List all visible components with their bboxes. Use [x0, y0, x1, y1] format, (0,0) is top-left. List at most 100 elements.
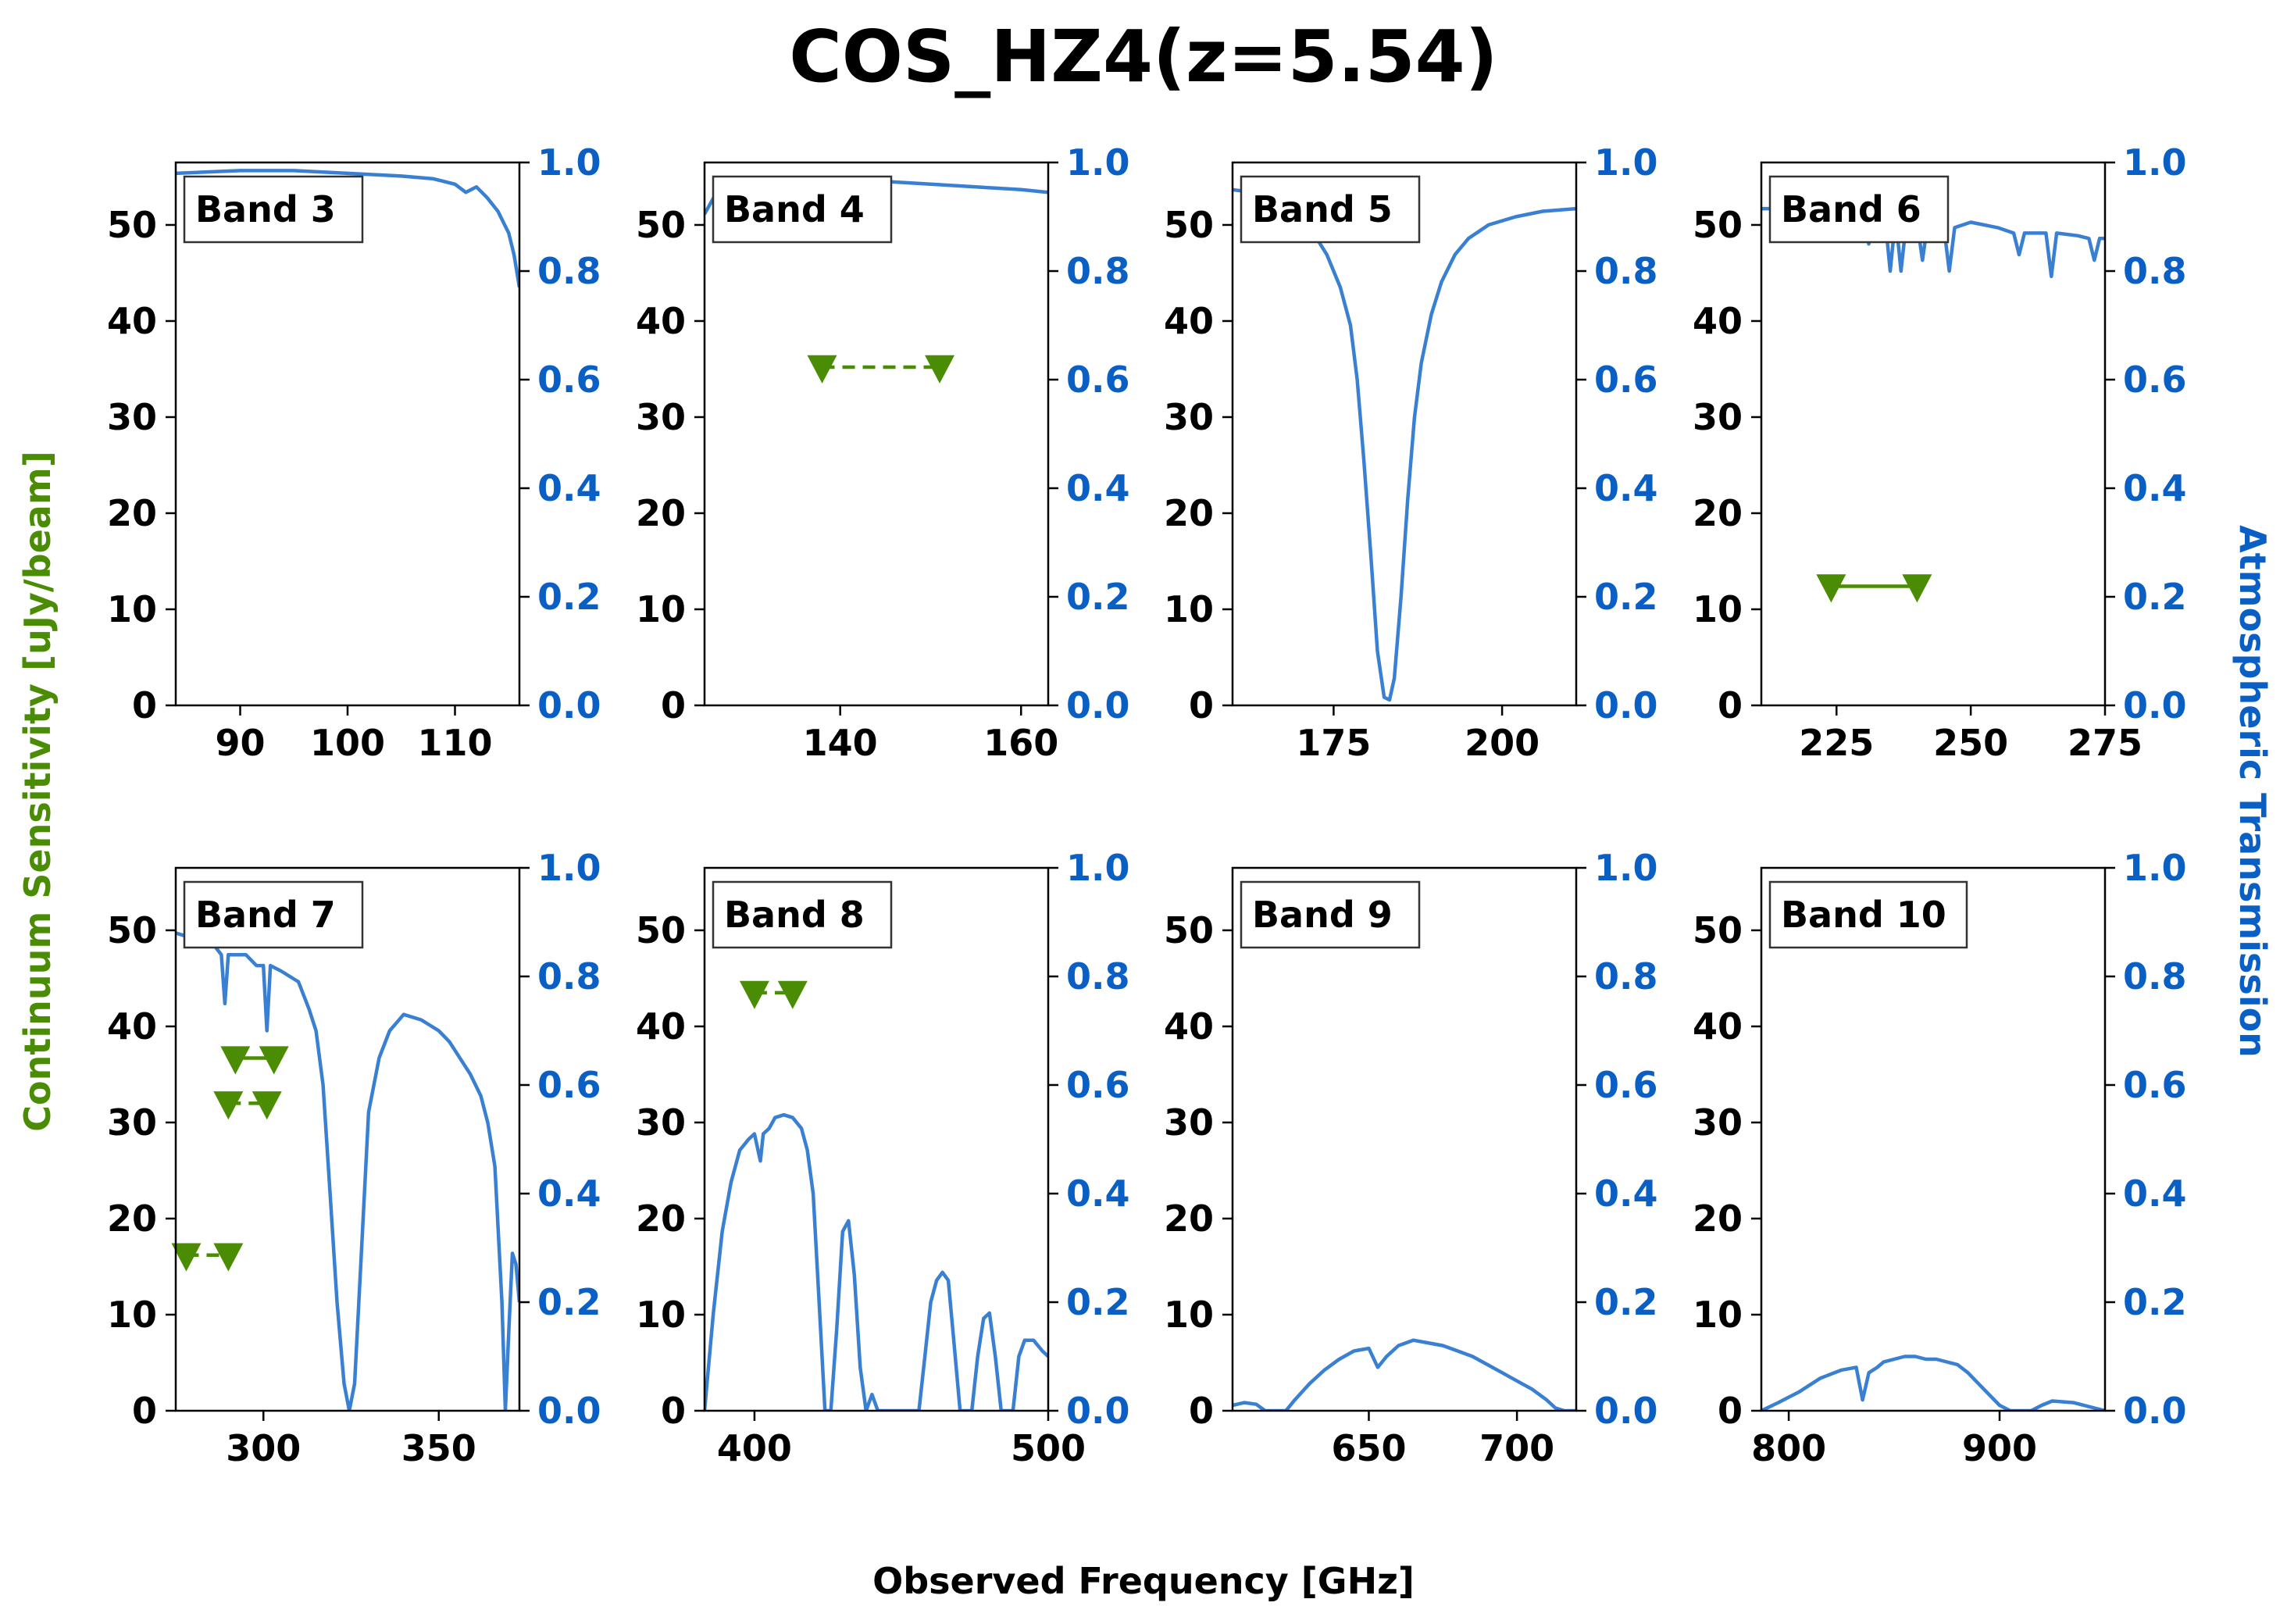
y2-tick-label: 0.2 — [1066, 576, 1130, 618]
y-tick-label: 20 — [1164, 492, 1214, 534]
y2-tick-label: 1.0 — [1066, 847, 1130, 889]
y2-tick-label: 0.4 — [1594, 467, 1658, 509]
y-tick-label: 30 — [1164, 1101, 1214, 1144]
x-tick-label: 110 — [417, 722, 492, 764]
x-tick-label: 200 — [1465, 722, 1540, 764]
y-tick-label: 0 — [132, 684, 157, 726]
upper-limit-marker-3-1 — [220, 1046, 251, 1075]
band-label-box — [1240, 880, 1421, 949]
x-tick-label: 160 — [983, 722, 1058, 764]
y-tick-label: 50 — [1164, 204, 1214, 246]
y-tick-label: 30 — [1693, 396, 1743, 438]
panel-frame — [703, 161, 1050, 707]
x-tick-label: 350 — [401, 1427, 476, 1469]
x-tick-label: 650 — [1331, 1427, 1406, 1469]
x-tick-label: 225 — [1799, 722, 1874, 764]
y2-tick-label: 0.4 — [537, 467, 601, 509]
panel-frame — [703, 866, 1050, 1412]
y2-tick-label: 0.2 — [2123, 576, 2187, 618]
y2-tick-label: 0.6 — [1066, 359, 1130, 401]
y-tick-label: 30 — [636, 396, 686, 438]
y-tick-label: 10 — [1693, 588, 1743, 630]
y-tick-label: 20 — [1164, 1197, 1214, 1240]
y2-tick-label: 0.6 — [2123, 1064, 2187, 1106]
y2-tick-label: 0.4 — [537, 1172, 601, 1215]
y2-tick-label: 0.2 — [537, 1281, 601, 1323]
panel-5: 0 10 20 30 40 50 0.0 0.2 0.4 0.6 0.8 1.0 300 350 Band … — [107, 847, 601, 1469]
y2-tick-label: 0.2 — [1594, 1281, 1658, 1323]
panel-3: 0 10 20 30 40 50 0.0 0.2 0.4 0.6 0.8 1.0 175 200 Band … — [1164, 141, 1658, 764]
band-label-box — [183, 175, 364, 244]
y2-tick-label: 0.8 — [537, 250, 601, 292]
upper-limit-marker-1-1 — [171, 1243, 202, 1272]
band-label-box — [1240, 175, 1421, 244]
band-label-box — [712, 880, 893, 949]
y-tick-label: 30 — [107, 396, 157, 438]
y2-tick-label: 1.0 — [1594, 847, 1658, 889]
transmission-line — [1233, 1338, 1576, 1411]
panel-8: 0 10 20 30 40 50 0.0 0.2 0.4 0.6 0.8 1.0 800 900 Band … — [1693, 847, 2187, 1469]
y2-tick-label: 0.6 — [2123, 359, 2187, 401]
y2-tick-label: 0.0 — [2123, 684, 2187, 726]
band-label: Band 4 — [724, 188, 865, 230]
y2-tick-label: 0.8 — [1594, 955, 1658, 998]
panel-frame — [174, 161, 521, 707]
y2-tick-label: 0.4 — [2123, 1172, 2187, 1215]
y2-tick-label: 0.8 — [1594, 250, 1658, 292]
band-label-box — [1768, 175, 1950, 244]
y-tick-label: 40 — [636, 300, 686, 342]
y2-tick-label: 0.6 — [1066, 1064, 1130, 1106]
y-tick-label: 40 — [1693, 300, 1743, 342]
y-tick-label: 0 — [661, 1390, 686, 1432]
y2-tick-label: 0.0 — [1594, 1390, 1658, 1432]
y2-tick-label: 0.6 — [1594, 359, 1658, 401]
y-tick-label: 20 — [107, 1197, 157, 1240]
y-tick-label: 0 — [1718, 684, 1743, 726]
transmission-line — [705, 1112, 1048, 1411]
y-tick-label: 50 — [636, 204, 686, 246]
band-label-box — [712, 175, 893, 244]
x-tick-label: 800 — [1751, 1427, 1826, 1469]
panel-2: 0 10 20 30 40 50 0.0 0.2 0.4 0.6 0.8 1.0 140 160 Band … — [636, 141, 1130, 764]
y2-tick-label: 0.8 — [2123, 250, 2187, 292]
y-tick-label: 30 — [636, 1101, 686, 1144]
upper-limit-marker-3-2 — [259, 1046, 289, 1075]
upper-limit-marker-1-2 — [925, 355, 955, 384]
y-tick-label: 50 — [1693, 204, 1743, 246]
y2-tick-label: 0.4 — [2123, 467, 2187, 509]
panel-frame — [1231, 866, 1578, 1412]
upper-limit-marker-1-1 — [807, 355, 837, 384]
upper-limit-marker-1-1 — [739, 980, 769, 1009]
band-label: Band 9 — [1252, 894, 1393, 936]
y-tick-label: 20 — [1693, 492, 1743, 534]
upper-limit-marker-1-2 — [777, 980, 808, 1009]
right-y-axis-label: Atmospheric Transmission — [2232, 525, 2274, 1058]
y-tick-label: 50 — [636, 909, 686, 951]
x-tick-label: 900 — [1962, 1427, 2037, 1469]
left-y-axis-label: Continuum Sensitivity [uJy/beam] — [16, 451, 59, 1132]
y-tick-label: 10 — [636, 1294, 686, 1336]
panel-6: 0 10 20 30 40 50 0.0 0.2 0.4 0.6 0.8 1.0 400 500 Band … — [636, 847, 1130, 1469]
y-tick-label: 0 — [132, 1390, 157, 1432]
y2-tick-label: 0.0 — [537, 1390, 601, 1432]
y-tick-label: 10 — [1164, 1294, 1214, 1336]
y-tick-label: 0 — [1189, 1390, 1214, 1432]
y2-tick-label: 0.2 — [1066, 1281, 1130, 1323]
y-tick-label: 10 — [636, 588, 686, 630]
y2-tick-label: 0.0 — [2123, 1390, 2187, 1432]
y2-tick-label: 0.4 — [1066, 1172, 1130, 1215]
upper-limit-marker-2-1 — [213, 1091, 244, 1120]
x-tick-label: 90 — [215, 722, 265, 764]
upper-limit-marker-1-2 — [213, 1243, 244, 1272]
band-label: Band 6 — [1781, 188, 1921, 230]
x-tick-label: 275 — [2068, 722, 2143, 764]
x-tick-label: 175 — [1296, 722, 1371, 764]
y-tick-label: 20 — [1693, 1197, 1743, 1240]
upper-limit-marker-1-2 — [1902, 574, 1932, 603]
y-tick-label: 0 — [1718, 1390, 1743, 1432]
y2-tick-label: 1.0 — [537, 847, 601, 889]
y-tick-label: 20 — [107, 492, 157, 534]
y2-tick-label: 0.2 — [1594, 576, 1658, 618]
panel-7: 0 10 20 30 40 50 0.0 0.2 0.4 0.6 0.8 1.0 650 700 Band … — [1164, 847, 1658, 1469]
